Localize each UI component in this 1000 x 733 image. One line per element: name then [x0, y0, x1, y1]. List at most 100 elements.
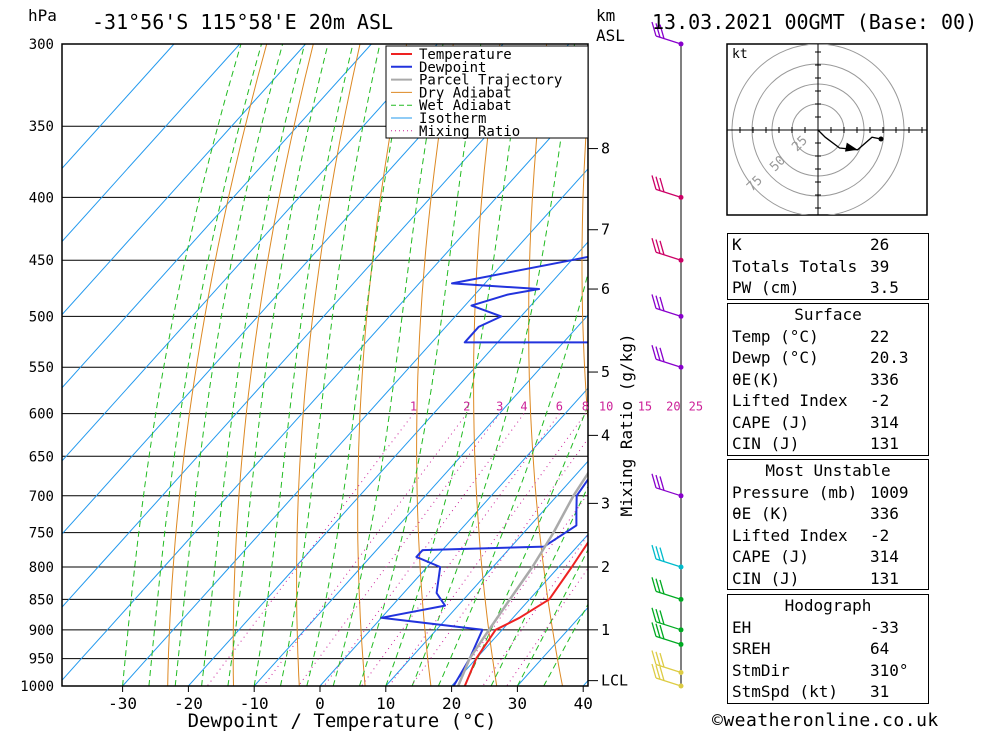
wind-barb-feather	[655, 295, 661, 310]
wind-barb-feather	[659, 24, 665, 39]
pressure-tick-label: 300	[29, 37, 54, 53]
isotherm-line	[62, 44, 438, 462]
wind-barb-feather	[655, 578, 661, 593]
mixing-ratio-label: 10	[599, 400, 613, 414]
wind-barb-feather	[655, 665, 661, 680]
copyright: ©weatheronline.co.uk	[712, 710, 939, 731]
mixing-ratio-label: 15	[638, 400, 652, 414]
x-tick-label: 40	[574, 694, 593, 713]
mixing-ratio-label: 4	[520, 400, 527, 414]
legend-label: Temperature	[419, 47, 512, 63]
wind-barb	[651, 577, 684, 602]
km-tick-label: 3	[601, 494, 610, 512]
wind-barb-feather	[659, 610, 665, 625]
surface-row: Dewp (°C) 20.3	[732, 348, 909, 367]
surface-panel: Surface Temp (°C) 22 Dewp (°C) 20.3 θE(K) 3…	[727, 303, 929, 456]
mixing-ratio-line	[506, 567, 588, 686]
pressure-tick-label: 850	[29, 592, 54, 608]
wind-barb-shaft	[655, 558, 682, 568]
km-tick-label: 8	[601, 140, 610, 158]
most-unstable-title: Most Unstable	[765, 461, 891, 480]
pressure-tick-label: 650	[29, 449, 54, 465]
wind-barb-feather	[651, 650, 657, 665]
dry-adiabat-line	[296, 44, 361, 686]
wind-barb-feather	[655, 608, 661, 624]
wet-adiabat-line	[437, 271, 588, 686]
mixing-ratio-label: 2	[463, 400, 470, 414]
wind-barb	[651, 473, 684, 499]
km-tick-label: 7	[601, 221, 610, 239]
wind-barb-feather	[651, 294, 657, 309]
axes: 3003504004505005506006507007508008509009…	[20, 37, 628, 713]
location-title: -31°56'S 115°58'E 20m ASL	[92, 10, 393, 34]
x-tick-label: -10	[240, 694, 269, 713]
legend-label: Dry Adiabat	[419, 85, 512, 101]
pressure-tick-label: 350	[29, 119, 54, 135]
wind-barb	[651, 622, 684, 647]
pressure-tick-label: 550	[29, 360, 54, 376]
pressure-tick-label: 500	[29, 309, 54, 325]
most-unstable-row: Pressure (mb) 1009	[732, 482, 909, 502]
hodograph-title: Hodograph	[784, 596, 872, 615]
surface-row: Lifted Index -2	[732, 391, 890, 410]
wind-barb-shaft	[655, 635, 682, 646]
wind-barb-shaft	[655, 358, 682, 368]
surface-title: Surface	[794, 305, 862, 324]
wind-barbs	[651, 21, 684, 689]
dry-adiabat-line	[167, 44, 268, 686]
wind-barb-feather	[655, 23, 661, 38]
wet-adiabat-line	[148, 44, 262, 686]
wind-barb-shaft	[655, 35, 682, 45]
wind-barb	[651, 544, 684, 570]
pressure-tick-label: 400	[29, 190, 54, 206]
surface-row: CIN (J) 131	[732, 434, 899, 453]
hodograph-row: StmDir 310°	[732, 660, 909, 680]
wet-adiabat-line	[280, 44, 381, 686]
wind-barb-feather	[651, 175, 657, 190]
wet-adiabat-line	[359, 44, 482, 686]
x-tick-label: 10	[376, 694, 395, 713]
hodograph-row: StmSpd (kt) 31	[732, 682, 890, 701]
profile-lines	[380, 255, 588, 686]
wind-barb	[651, 294, 684, 319]
legend-label: Dewpoint	[419, 60, 486, 76]
mixing-ratio-label: 8	[582, 400, 589, 414]
isotherm-line	[451, 533, 588, 686]
x-tick-label: 20	[442, 694, 461, 713]
wind-barb-feather	[651, 473, 657, 488]
legend-label: Wet Adiabat	[419, 98, 512, 114]
mixing-ratio-label: 20	[666, 400, 680, 414]
pressure-unit-label: hPa	[28, 6, 57, 25]
x-tick-label: 0	[315, 694, 325, 713]
wet-adiabat-line	[201, 44, 306, 686]
wind-barb-feather	[655, 239, 661, 254]
isotherm-line	[62, 44, 504, 535]
wet-adiabat-line	[306, 44, 411, 686]
wind-barb-shaft	[655, 487, 682, 497]
legend-label: Parcel Trajectory	[419, 73, 562, 89]
mixing-ratio-label: 25	[689, 400, 703, 414]
km-tick-label: 4	[601, 426, 610, 444]
most-unstable-row: CIN (J) 131	[732, 568, 899, 588]
x-tick-label: -30	[108, 694, 137, 713]
indices-panel: K 26 Totals Totals 39 PW (cm) 3.5	[727, 233, 929, 300]
wind-barb	[651, 650, 684, 675]
wind-barb-feather	[651, 238, 657, 253]
wind-barb-feather	[659, 296, 665, 312]
km-tick-label: 1	[601, 621, 610, 639]
wind-barb-feather	[659, 624, 665, 640]
isotherm-line	[62, 44, 570, 608]
wet-adiabat-line	[332, 44, 444, 686]
wind-barb-feather	[659, 579, 665, 595]
legend-label: Mixing Ratio	[419, 124, 520, 140]
surface-row: θE(K) 336	[732, 369, 899, 389]
dry-adiabat-line	[581, 97, 588, 427]
wind-barb-shaft	[655, 188, 682, 199]
pressure-tick-label: 800	[29, 560, 54, 576]
wet-adiabat-line	[543, 603, 588, 686]
wet-adiabat-line	[490, 485, 588, 686]
wind-barb-feather	[651, 607, 657, 622]
series-dewpoint	[380, 255, 588, 686]
wind-barb-shaft	[655, 251, 682, 261]
